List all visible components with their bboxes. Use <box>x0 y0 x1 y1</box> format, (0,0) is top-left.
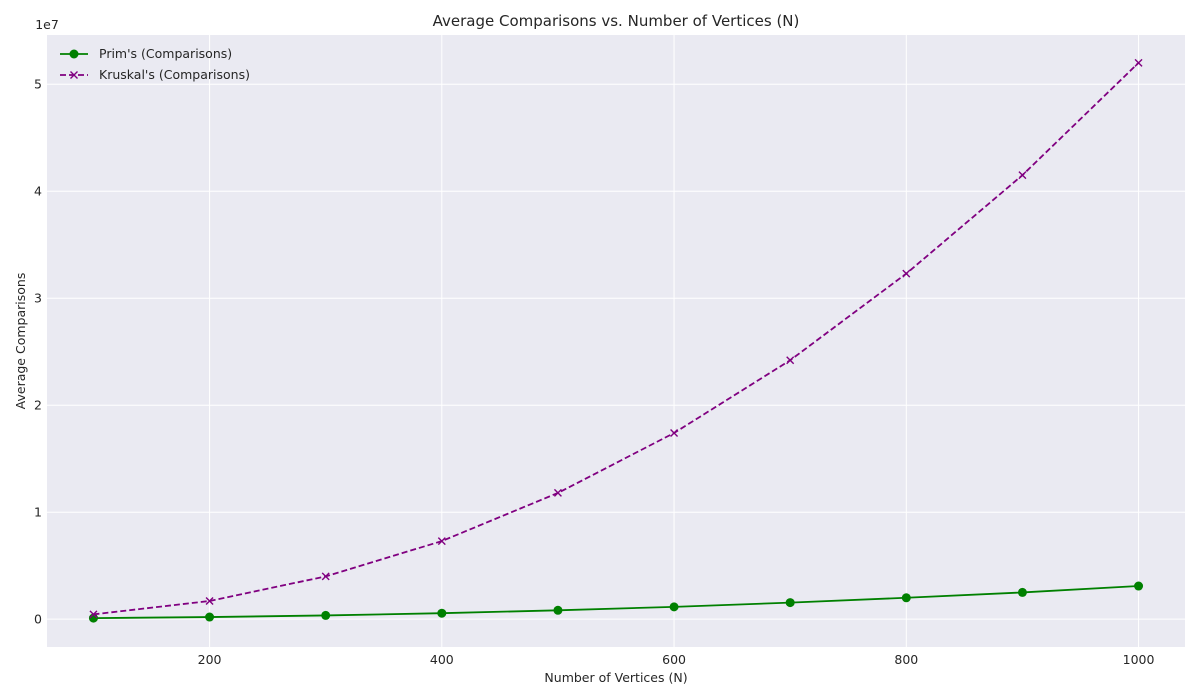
data-point-kruskals <box>1018 171 1027 180</box>
data-point-kruskals <box>670 429 679 438</box>
legend-marker-kruskals <box>70 71 78 79</box>
series-line-kruskals <box>93 62 1140 616</box>
x-axis-label: Number of Vertices (N) <box>544 670 687 685</box>
y-tick-label: 2 <box>34 398 42 413</box>
plot-background <box>47 35 1185 647</box>
legend-label-prims: Prim's (Comparisons) <box>99 46 232 61</box>
series-layer <box>88 58 1144 623</box>
y-tick-label: 1 <box>34 505 42 520</box>
data-point-kruskals <box>1134 58 1143 67</box>
data-point-prims <box>205 612 215 622</box>
y-tick-label: 5 <box>34 77 42 92</box>
legend-label-kruskals: Kruskal's (Comparisons) <box>99 67 250 82</box>
data-point-prims <box>785 598 795 608</box>
data-point-kruskals <box>553 488 562 497</box>
grid <box>47 35 1185 647</box>
legend: Prim's (Comparisons) Kruskal's (Comparis… <box>60 46 250 82</box>
legend-marker-prims <box>69 49 79 59</box>
y-tick-label: 4 <box>34 184 42 199</box>
data-point-kruskals <box>437 537 446 546</box>
data-point-kruskals <box>89 610 98 619</box>
data-point-kruskals <box>786 356 795 365</box>
data-point-prims <box>1017 587 1027 597</box>
x-tick-label: 800 <box>894 652 918 667</box>
y-tick-label: 3 <box>34 291 42 306</box>
data-point-prims <box>553 605 563 615</box>
series-line-prims <box>93 585 1139 620</box>
data-point-kruskals <box>902 269 911 278</box>
legend-entry-kruskals: Kruskal's (Comparisons) <box>60 67 250 82</box>
x-tick-label: 400 <box>430 652 454 667</box>
x-tick-label: 600 <box>662 652 686 667</box>
data-point-kruskals <box>321 572 330 581</box>
ticks: 200 400 600 800 1000 0 1 2 3 4 5 <box>34 77 1154 667</box>
data-point-prims <box>321 610 331 620</box>
x-tick-label: 1000 <box>1123 652 1155 667</box>
data-point-prims <box>901 593 911 603</box>
data-point-prims <box>437 608 447 618</box>
data-point-prims <box>1134 581 1144 591</box>
chart-title: Average Comparisons vs. Number of Vertic… <box>433 12 800 30</box>
data-point-kruskals <box>205 596 214 605</box>
legend-entry-prims: Prim's (Comparisons) <box>60 46 232 61</box>
y-tick-label: 0 <box>34 612 42 627</box>
data-point-prims <box>669 602 679 612</box>
x-tick-label: 200 <box>198 652 222 667</box>
y-multiplier-label: 1e7 <box>35 17 59 32</box>
y-axis-label: Average Comparisons <box>13 273 28 410</box>
